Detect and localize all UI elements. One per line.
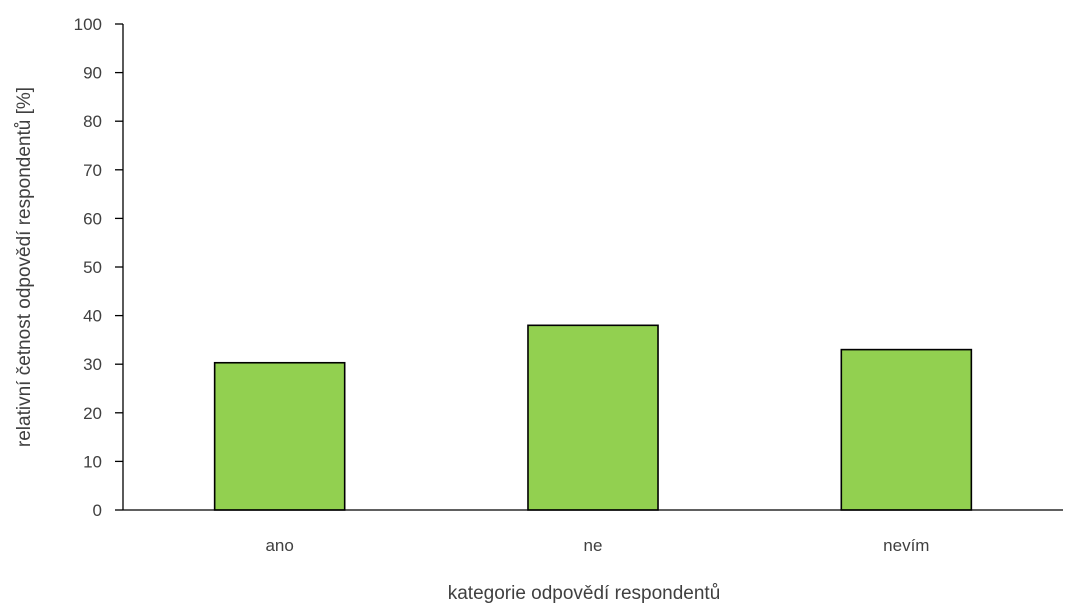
x-tick-label: ano [265, 536, 293, 555]
x-axis-tick-labels: ano ne nevím [265, 536, 929, 555]
y-tick-label: 60 [83, 209, 102, 228]
y-tick-label: 100 [74, 15, 102, 34]
x-tick-label: nevím [883, 536, 929, 555]
y-tick-label: 80 [83, 112, 102, 131]
x-axis-title: kategorie odpovědí respondentů [448, 583, 721, 604]
y-axis-ticks: 0 10 20 30 40 50 60 70 80 90 100 [74, 15, 123, 520]
bar-2 [527, 324, 659, 511]
y-tick-label: 90 [83, 64, 102, 83]
x-tick-label: ne [584, 536, 603, 555]
y-tick-label: 50 [83, 258, 102, 277]
bar-1 [213, 361, 346, 511]
y-tick-label: 10 [83, 452, 102, 471]
y-tick-label: 70 [83, 161, 102, 180]
y-tick-label: 40 [83, 307, 102, 326]
bars [213, 324, 973, 511]
y-axis-title: relativní četnost odpovědí respondentů [… [14, 87, 35, 447]
y-tick-label: 30 [83, 355, 102, 374]
y-tick-label: 0 [93, 501, 102, 520]
bar-3 [840, 348, 973, 511]
y-tick-label: 20 [83, 404, 102, 423]
